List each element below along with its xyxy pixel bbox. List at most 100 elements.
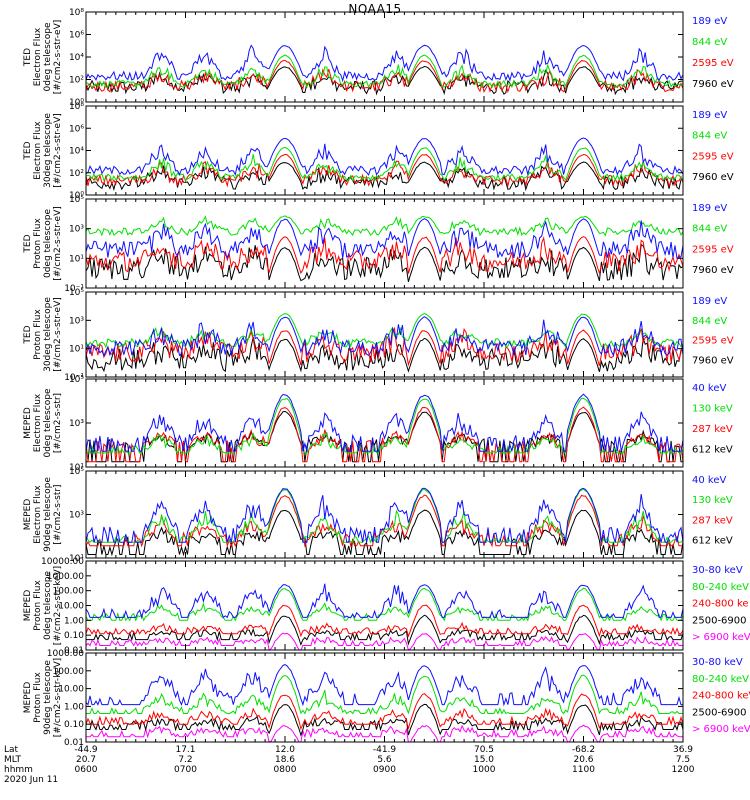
y-tick-label: 10⁰ <box>69 191 84 201</box>
y-axis-label: MEPED <box>23 682 33 714</box>
legend-entry: 7960 eV <box>692 172 734 183</box>
y-axis-label: [#/cm2-s-str-eV] <box>53 297 63 372</box>
y-tick-label: 10⁵ <box>69 375 84 385</box>
legend-entry: 2500-6900 <box>692 615 747 626</box>
panel-frame <box>85 470 684 559</box>
legend-entry: 189 eV <box>692 110 727 121</box>
legend-entry: 130 keV <box>692 403 733 414</box>
series-line-4 <box>85 393 684 452</box>
series-line-1 <box>85 336 684 373</box>
y-tick-label: 0.01 <box>64 738 84 748</box>
legend-entry: 2500-6900 <box>692 707 747 718</box>
series-line-1 <box>86 410 683 463</box>
x-tick-label-mlt: 5.6 <box>377 755 392 765</box>
y-axis-label: 0deg telescope <box>43 22 53 92</box>
panel-2: 10⁰ 10² 10⁴ 10⁶ 10⁸ TED Electron Flux 30deg tel… <box>23 102 734 201</box>
y-axis-label: Electron Flux <box>33 27 43 86</box>
x-tick-label-mlt: 7.2 <box>178 755 192 765</box>
y-axis-label: Electron Flux <box>33 121 43 180</box>
panel-frame <box>85 198 684 289</box>
series-line-2 <box>86 614 684 646</box>
y-axis-label: [#/cm2-s-str-keV] <box>53 658 63 737</box>
x-tick-label-hhmm: 1200 <box>672 765 695 775</box>
y-tick-label: 0.01 <box>64 646 84 656</box>
y-tick-label: 10.00 <box>58 685 84 695</box>
y-tick-label: 10⁻¹ <box>64 284 84 294</box>
legend-entry: 40 keV <box>692 383 726 394</box>
series-line-1 <box>86 724 683 743</box>
y-tick-label: 0.10 <box>64 631 84 641</box>
legend-entry: 189 eV <box>692 16 727 27</box>
y-axis-label: [#/cm2-s-str-eV] <box>53 206 63 281</box>
y-axis-label: 90deg telescope <box>43 660 53 735</box>
x-tick-label-lat: 36.9 <box>673 745 693 755</box>
y-tick-label: 10⁵ <box>69 195 84 205</box>
x-tick-label-lat: -44.9 <box>74 745 98 755</box>
series-line-5 <box>85 583 684 620</box>
y-axis-label: MEPED <box>23 499 33 531</box>
series-line-2 <box>85 494 683 548</box>
y-axis-label: 0deg telescope <box>43 209 53 279</box>
y-tick-label: 10⁴ <box>69 53 84 63</box>
y-tick-label: 10¹ <box>69 345 84 355</box>
y-axis-label: [#/cm2-s-str-eV] <box>53 20 63 95</box>
legend-entry: 844 eV <box>692 316 727 327</box>
x-tick-label-lat: -68.2 <box>572 745 595 755</box>
x-tick-label-lat: 70.5 <box>474 745 494 755</box>
y-tick-label: 1000.00 <box>47 572 84 582</box>
y-axis-label: 0deg telescope <box>43 571 53 641</box>
series-line-4 <box>85 587 684 622</box>
y-axis-label: 90deg telescope <box>43 477 53 552</box>
x-tick-label-hhmm: 1000 <box>473 765 496 775</box>
x-row-label: MLT <box>4 755 22 765</box>
y-tick-label: 10⁰ <box>69 98 84 108</box>
y-tick-label: 10.00 <box>58 602 84 612</box>
legend-entry: 240-800 keV <box>692 691 750 702</box>
legend-entry: 40 keV <box>692 475 726 486</box>
x-tick-label-hhmm: 0600 <box>75 765 98 775</box>
series-line-3 <box>85 488 684 544</box>
legend-entry: 844 eV <box>692 131 727 142</box>
series-line-2 <box>85 236 684 275</box>
panel-6: 10¹ 10³ 10⁵ MEPED Electron Flux 90deg telesco… <box>23 467 733 564</box>
x-tick-label-hhmm: 1100 <box>572 765 595 775</box>
series-line-5 <box>85 664 683 707</box>
legend-entry: 7960 eV <box>692 265 734 276</box>
x-tick-label-mlt: 7.5 <box>676 755 690 765</box>
x-tick-label-hhmm: 0900 <box>373 765 396 775</box>
y-tick-label: 1.00 <box>64 702 84 712</box>
y-tick-label: 10³ <box>69 419 84 429</box>
legend-entry: 612 keV <box>692 444 733 455</box>
series-line-1 <box>85 509 684 557</box>
x-tick-label-mlt: 15.0 <box>474 755 494 765</box>
y-tick-label: 10³ <box>69 316 84 326</box>
x-tick-label-hhmm: 0700 <box>174 765 197 775</box>
legend-entry: > 6900 keV <box>692 724 750 735</box>
legend-entry: > 6900 keV <box>692 632 750 643</box>
series-line-3 <box>85 604 684 638</box>
y-axis-label: [#/cm2-s-str-eV] <box>53 113 63 188</box>
series-line-4 <box>85 218 684 260</box>
y-tick-label: 1.00 <box>64 616 84 626</box>
y-tick-label: 10² <box>69 169 84 179</box>
series-line-3 <box>85 692 684 731</box>
legend-entry: 844 eV <box>692 37 727 48</box>
series-line-1 <box>85 243 684 282</box>
legend-entry: 7960 eV <box>692 355 734 366</box>
series-line-2 <box>85 153 684 188</box>
y-tick-label: 10¹ <box>69 254 84 264</box>
x-tick-label-lat: -41.9 <box>373 745 397 755</box>
y-tick-label: 10² <box>69 76 84 86</box>
panel-frame <box>85 560 684 651</box>
y-axis-label: MEPED <box>23 590 33 622</box>
panel-5: 10¹ 10³ 10⁵ MEPED Electron Flux 0deg telescop… <box>23 375 733 473</box>
y-axis-label: Electron Flux <box>33 393 43 452</box>
legend-entry: 30-80 keV <box>692 565 743 576</box>
y-tick-label: 10⁴ <box>69 147 84 157</box>
y-axis-label: [#/cm2-s-str] <box>53 484 63 544</box>
y-axis-label: [#/cm2-s-str-keV] <box>53 566 63 645</box>
x-axis-annotations: Lat -44.9 17.1 12.0 -41.9 70.5 -68.2 36.9 MLT 20.… <box>4 745 695 785</box>
series-line-3 <box>85 215 684 237</box>
legend-entry: 7960 eV <box>692 79 734 90</box>
